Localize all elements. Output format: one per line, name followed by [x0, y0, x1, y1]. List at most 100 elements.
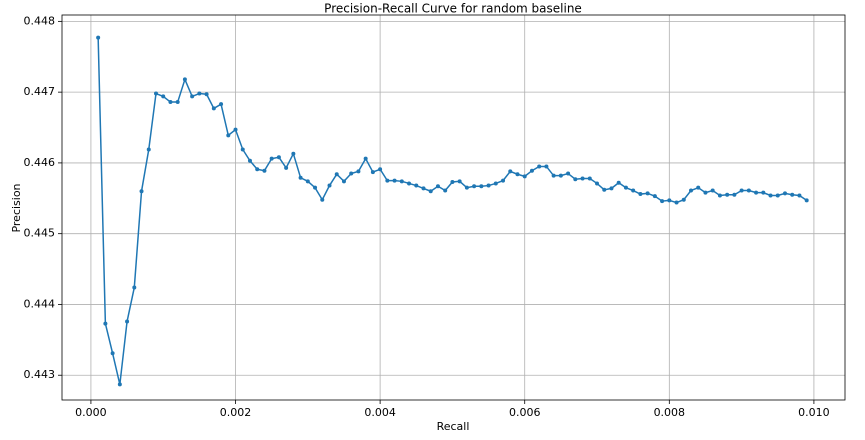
point	[631, 188, 636, 193]
y-tick-label: 0.444	[24, 297, 56, 310]
point	[501, 178, 506, 183]
point	[211, 106, 216, 111]
point	[689, 188, 694, 193]
point	[378, 167, 383, 172]
point	[537, 164, 542, 169]
y-axis-label: Precision	[10, 183, 23, 232]
point	[797, 193, 802, 198]
x-tick-label: 0.006	[509, 406, 541, 419]
y-tick-label: 0.446	[24, 156, 56, 169]
point	[472, 184, 477, 189]
point	[623, 185, 628, 190]
point	[464, 185, 469, 190]
y-tick-label: 0.447	[24, 85, 56, 98]
point	[746, 188, 751, 193]
y-tick-label: 0.445	[24, 227, 56, 240]
point	[522, 174, 527, 179]
point	[284, 165, 289, 170]
point	[710, 188, 715, 193]
point	[305, 179, 310, 184]
x-tick-label: 0.010	[798, 406, 830, 419]
point	[674, 200, 679, 205]
point	[175, 100, 180, 105]
point	[356, 169, 361, 174]
point	[399, 179, 404, 184]
point	[103, 321, 108, 326]
point	[681, 197, 686, 202]
point	[804, 198, 809, 203]
point	[595, 181, 600, 186]
x-tick-label: 0.000	[75, 406, 107, 419]
point	[392, 178, 397, 183]
point	[190, 94, 195, 99]
point	[291, 151, 296, 156]
point	[435, 184, 440, 189]
point	[667, 198, 672, 203]
point	[247, 158, 252, 163]
y-tick-label: 0.448	[24, 14, 56, 27]
point	[609, 186, 614, 191]
point	[493, 181, 498, 186]
point	[450, 180, 455, 185]
point	[204, 92, 209, 97]
point	[313, 185, 318, 190]
point	[370, 170, 375, 175]
point	[638, 192, 643, 197]
point	[219, 102, 224, 107]
point	[262, 168, 267, 173]
point	[790, 192, 795, 197]
point	[717, 193, 722, 198]
point	[334, 172, 339, 177]
point	[233, 127, 238, 132]
point	[327, 183, 332, 188]
point	[566, 171, 571, 176]
point	[168, 100, 173, 105]
point	[240, 147, 245, 152]
chart-title: Precision-Recall Curve for random baseli…	[324, 2, 582, 16]
point	[414, 183, 419, 188]
x-tick-label: 0.002	[220, 406, 252, 419]
point	[616, 180, 621, 185]
point	[443, 188, 448, 193]
point	[551, 173, 556, 178]
point	[602, 187, 607, 192]
point	[139, 189, 144, 194]
point	[725, 192, 730, 197]
point	[761, 190, 766, 195]
point	[768, 193, 773, 198]
y-tick-label: 0.443	[24, 368, 56, 381]
point	[320, 197, 325, 202]
point	[110, 351, 115, 356]
point	[782, 191, 787, 196]
point	[486, 183, 491, 188]
point	[457, 179, 462, 184]
point	[341, 179, 346, 184]
point	[385, 178, 390, 183]
point	[739, 188, 744, 193]
point	[197, 91, 202, 96]
point	[132, 285, 137, 290]
point	[696, 185, 701, 190]
point	[754, 190, 759, 195]
point	[515, 172, 520, 177]
point	[96, 35, 101, 40]
point	[558, 173, 563, 178]
point	[153, 91, 158, 96]
point	[652, 194, 657, 199]
x-tick-label: 0.004	[364, 406, 396, 419]
point	[573, 177, 578, 182]
point	[775, 193, 780, 198]
point	[276, 155, 281, 160]
point	[580, 176, 585, 181]
point	[703, 190, 708, 195]
point	[732, 192, 737, 197]
x-tick-label: 0.008	[654, 406, 686, 419]
point	[479, 184, 484, 189]
line	[97, 37, 808, 385]
point	[117, 382, 122, 387]
point	[146, 147, 151, 152]
point	[255, 167, 260, 172]
point	[349, 171, 354, 176]
